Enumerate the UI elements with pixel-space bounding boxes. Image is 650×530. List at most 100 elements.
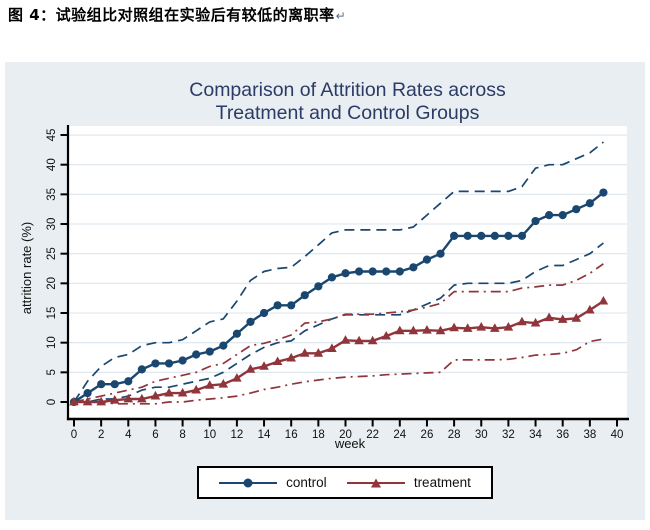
x-tick-label: 4 [125,429,132,441]
control-marker [531,216,540,226]
treatment-marker [354,335,364,345]
control-line [73,191,605,404]
x-tick-label: 2 [98,429,104,441]
control-marker [599,188,608,197]
x-tick-label: 32 [502,429,515,441]
control-marker [450,231,459,240]
treatment-marker [272,356,283,366]
treatment-marker [449,322,459,332]
y-tick-label: 20 [46,277,58,290]
legend-label-treatment: treatment [413,475,471,490]
treatment-marker [462,323,473,332]
control-marker [436,249,445,258]
figure-caption: 图 4：试验组比对照组在实验后有较低的离职率↵ [8,4,346,25]
control-marker [259,308,269,318]
y-axis-title: attrition rate (%) [19,222,34,314]
treatment-line [74,300,605,404]
legend: control treatment [197,466,493,499]
x-tick-label: 30 [475,429,488,441]
control-marker [151,359,160,368]
control-marker [368,267,377,276]
treatment-marker [395,325,405,335]
control-marker [327,273,337,282]
treatment-marker [245,364,256,373]
x-tick-label: 6 [152,429,158,441]
treatment-marker [164,387,174,397]
control-marker [585,199,594,208]
legend-item-treatment: treatment [346,475,471,490]
x-tick-label: 0 [71,429,77,441]
treatment-marker [82,396,93,406]
treatment-marker [69,396,79,406]
control-marker [219,341,228,350]
x-tick-label: 18 [312,429,325,441]
control-marker [395,267,404,276]
chart-title-line1: Comparison of Attrition Rates across [189,79,506,101]
treatment-marker [109,395,120,404]
y-tick-label: 35 [46,188,58,201]
treatment-95-ci-upper-line [73,263,604,403]
x-tick-label: 20 [339,429,352,441]
control-marker [164,359,174,368]
x-tick-label: 14 [258,429,271,441]
treatment-marker [137,393,147,403]
control-marker [409,263,418,272]
y-tick-label: 10 [46,336,58,349]
chart-title: Comparison of Attrition Rates across Tre… [68,79,627,125]
control-marker [287,301,296,310]
treatment-marker [381,330,392,340]
control-marker [558,211,567,220]
y-tick-label: 40 [46,158,58,171]
y-tick-label: 30 [46,218,58,231]
control-marker [341,269,350,278]
x-tick-label: 36 [556,429,569,441]
y-tick-label: 0 [46,399,58,405]
x-tick-label: 8 [179,429,185,441]
control-marker [545,211,554,220]
treatment-marker [585,304,595,314]
triangle-marker-icon [370,478,381,487]
treatment-marker [557,314,568,323]
control-marker [124,377,133,386]
treatment-marker [422,325,432,334]
legend-item-control: control [219,475,327,490]
treatment-marker [191,384,201,394]
control-marker [246,317,255,327]
treatment-marker [435,325,446,335]
circle-marker-icon [243,478,253,487]
x-tick-label: 12 [231,429,244,441]
series-lines [69,141,609,407]
treatment-marker [530,317,541,327]
control-95-ci-lower-line [74,242,604,403]
treatment-marker [476,322,487,331]
control-marker [273,301,282,310]
treatment-marker [340,335,351,344]
control-marker [504,231,513,240]
treatment-marker [313,348,324,357]
treatment-marker [490,323,500,332]
x-tick-label: 34 [529,429,542,441]
treatment-marker [286,352,296,362]
control-marker [422,255,432,264]
treatment-marker [367,335,378,345]
control-marker [300,291,309,300]
control-marker [354,267,364,276]
control-marker [517,231,527,240]
treatment-marker [517,316,527,326]
chart-title-line2: Treatment and Control Groups [215,102,480,124]
treatment-line-swatch [346,477,405,489]
control-marker [477,231,486,240]
control-marker [572,205,581,214]
y-tick-label: 15 [46,307,58,320]
control-marker [382,267,391,276]
x-tick-label: 40 [611,429,624,441]
treatment-marker [218,379,229,388]
treatment-marker [123,393,134,403]
x-tick-label: 22 [366,429,379,441]
control-marker [137,365,146,374]
control-marker [232,329,241,338]
x-tick-label: 10 [203,429,216,441]
treatment-marker [232,373,242,382]
